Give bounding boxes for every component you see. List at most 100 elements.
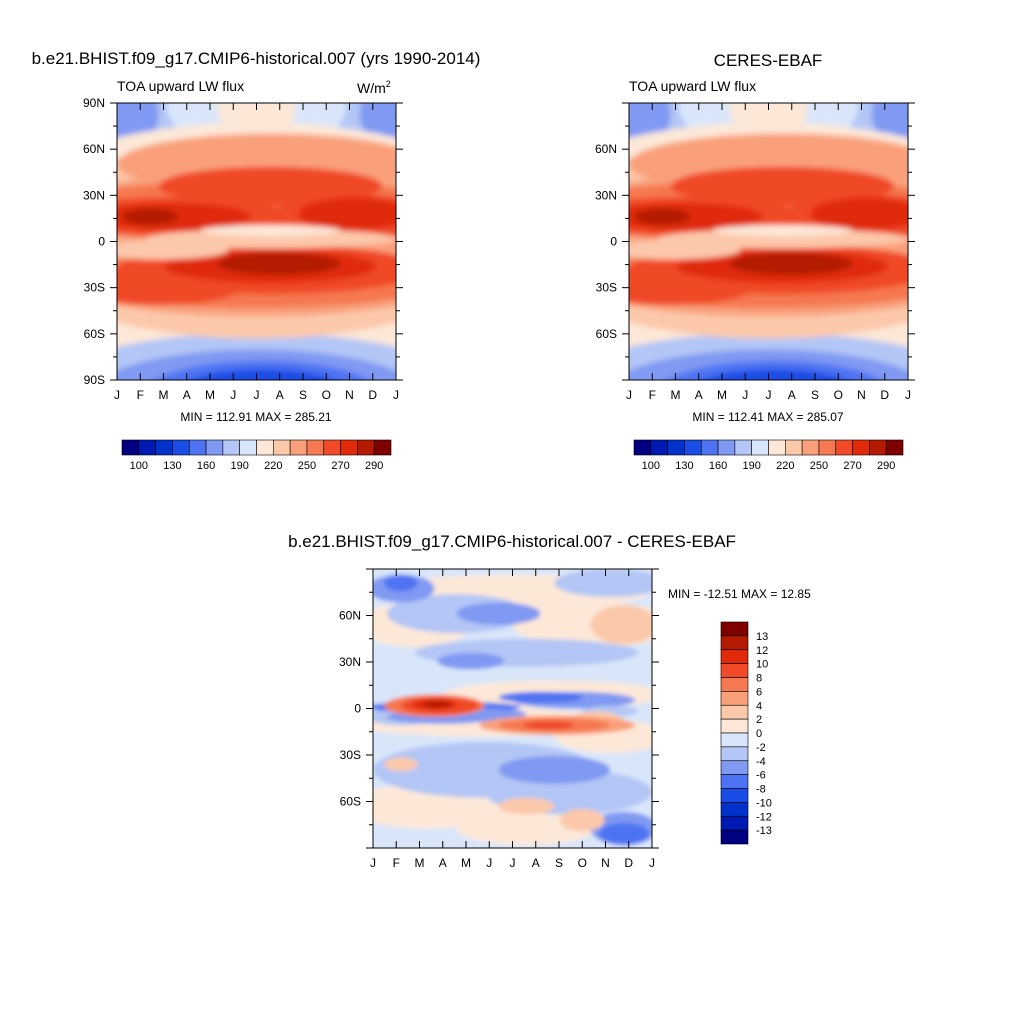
panel-obs-contour [629,240,741,260]
panel-difference-contour [384,757,418,772]
panel-obs-colorbar-swatch [801,439,820,456]
panel-model-month-label: J [230,388,236,402]
panel-difference-lat-labels: 60N 30N 0 30S 60S [339,609,361,809]
panel-difference-month-label: M [461,856,471,870]
panel-obs-colorbar-label: 220 [776,460,794,472]
panel-difference-colorbar-swatch [720,649,749,664]
panel-difference-contour [437,652,505,670]
panel-model-colorbar-swatch [188,439,207,456]
panel-obs-colorbar-swatch [684,439,702,456]
panel-obs-colorbar-swatch [885,439,904,456]
panel-difference-lat-label: 0 [354,702,361,716]
panel-difference-colorbar-label: -8 [756,784,766,796]
panel-obs-colorbar-label: 190 [743,460,761,472]
panel-model-lat-label: 30S [84,281,105,295]
panel-obs-month-label: J [905,388,911,402]
panel-difference-month-label: J [510,856,516,870]
panel-model-lat-label: 60N [83,142,105,156]
panel-model-contour [158,166,383,206]
panel-model-colorbar: 100 130 160 190 220 250 270 290 [121,439,392,472]
panel-difference-contour [498,755,611,784]
panel-difference-ticks [366,568,659,849]
panel-model-title: b.e21.BHIST.f09_g17.CMIP6-historical.007… [32,49,481,68]
panel-model-colorbar-swatch [306,439,325,456]
panel-model-contour [189,368,335,380]
panel-model-lat-label: 30N [83,188,105,202]
panel-model-colorbar-swatch [323,439,341,456]
panel-obs-month-label: J [766,388,772,402]
panel-difference-contour [554,569,652,597]
panel-obs-colorbar-swatch [667,439,685,456]
panel-obs-month-label: D [880,388,889,402]
panel-model: b.e21.BHIST.f09_g17.CMIP6-historical.007… [32,49,481,472]
panel-model-colorbar-label: 220 [264,460,282,472]
panel-difference-minmax: MIN = -12.51 MAX = 12.85 [668,587,811,601]
panel-difference-contour [523,721,574,730]
panel-model-month-label: M [159,388,169,402]
panel-obs-lat-label: 0 [610,235,617,249]
panel-difference-colorbar-label: 0 [756,728,762,740]
panel-difference-contour [598,822,650,846]
panel-model-colorbar-swatch [121,439,140,456]
panel-model-contour [122,208,179,225]
panel-difference-colorbar-swatch [720,621,749,637]
panel-obs-month-label: A [695,388,703,402]
panel-model-colorbar-swatch [357,439,375,456]
panel-model-month-label: J [254,388,260,402]
panel-model-lat-labels: 90N 60N 30N 0 30S 60S 90S [83,96,105,387]
panel-model-colorbar-swatch [373,439,392,456]
panel-difference-contour [498,691,583,703]
panel-obs-colorbar-swatch [835,439,853,456]
panel-difference-contour [559,808,605,832]
panel-obs-colorbar-swatch [785,439,803,456]
panel-model-month-label: J [114,388,120,402]
panel-difference: b.e21.BHIST.f09_g17.CMIP6-historical.007… [288,532,811,870]
panel-difference-lat-label: 60N [339,609,361,623]
panel-obs-colorbar-swatch [734,439,752,456]
panel-obs-contour-field [629,103,908,380]
panel-model-colorbar-swatch [172,439,190,456]
panel-difference-month-label: J [649,856,655,870]
panel-difference-colorbar-label: -6 [756,770,766,782]
panel-obs-contour [634,208,691,225]
panel-model-month-label: J [393,388,399,402]
panel-model-colorbar-label: 190 [231,460,249,472]
panel-model-month-label: S [299,388,307,402]
panel-obs-month-label: M [717,388,727,402]
panel-model-colorbar-swatch [340,439,358,456]
panel-obs-month-label: S [811,388,819,402]
panel-difference-contour [590,605,652,645]
panel-difference-colorbar-swatch [720,815,749,831]
panel-obs-lat-label: 30N [595,188,617,202]
panel-model-contour-field [117,103,396,380]
panel-obs-colorbar-label: 100 [642,460,660,472]
panel-obs-colorbar-swatch [633,439,652,456]
panel-model-colorbar-label: 270 [331,460,349,472]
panel-obs-lat-label: 60N [595,142,617,156]
panel-obs-contour [729,252,853,275]
panel-difference-colorbar-swatch [720,829,749,845]
panel-model-ticks [110,102,403,381]
panel-model-lat-label: 90S [84,373,105,387]
panel-difference-month-label: J [486,856,492,870]
panel-difference-colorbar-swatch [720,691,749,706]
panel-difference-colorbar-label: 6 [756,686,762,698]
panel-difference-lat-label: 30N [339,655,361,669]
panel-difference-month-label: A [532,856,540,870]
panel-difference-colorbar-swatch [720,718,749,734]
panel-difference-colorbar-label: -2 [756,742,766,754]
panel-obs-contour [670,166,895,206]
panel-obs-colorbar-label: 130 [675,460,693,472]
panel-model-contour [200,224,341,236]
panel-model-month-label: A [276,388,284,402]
panel-model-lat-label: 0 [98,235,105,249]
panel-obs-minmax: MIN = 112.41 MAX = 285.07 [692,410,844,424]
panel-obs-colorbar-swatch [852,439,870,456]
panel-model-month-label: O [322,388,331,402]
panel-difference-colorbar-label: 8 [756,673,762,685]
panel-difference-contour [498,797,555,815]
panel-difference-month-label: D [624,856,633,870]
panel-model-colorbar-label: 130 [163,460,181,472]
panel-difference-contour [384,574,418,592]
